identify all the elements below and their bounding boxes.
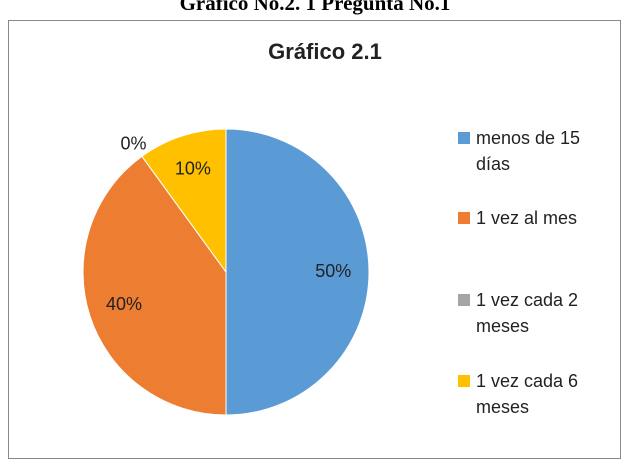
legend-label: 1 vez al mes [476,208,578,228]
caption: Gráfico No.2. 1 Pregunta No.1 [179,0,451,15]
pie-slice [225,128,370,416]
pie-slice [141,128,227,274]
data-label: 50% [315,261,351,281]
data-label: 0% [121,133,147,153]
legend-swatch [458,294,470,306]
chart-title: Gráfico 2.1 [268,39,382,64]
legend-entry: 1 vez cada 6 meses [458,368,618,420]
legend-swatch [458,212,470,224]
legend-label: menos de 15 días [476,128,581,174]
legend-entry: 1 vez al mes [458,205,618,231]
legend-entry: 1 vez cada 2 meses [458,287,618,339]
data-label: 40% [106,294,142,314]
data-label: 10% [175,159,211,179]
legend-entry: menos de 15 días [458,125,618,177]
legend-label: 1 vez cada 2 meses [476,290,579,336]
chart-frame [8,20,621,459]
legend-swatch [458,132,470,144]
legend-label: 1 vez cada 6 meses [476,371,579,417]
legend-swatch [458,375,470,387]
pie-slice [82,155,227,416]
